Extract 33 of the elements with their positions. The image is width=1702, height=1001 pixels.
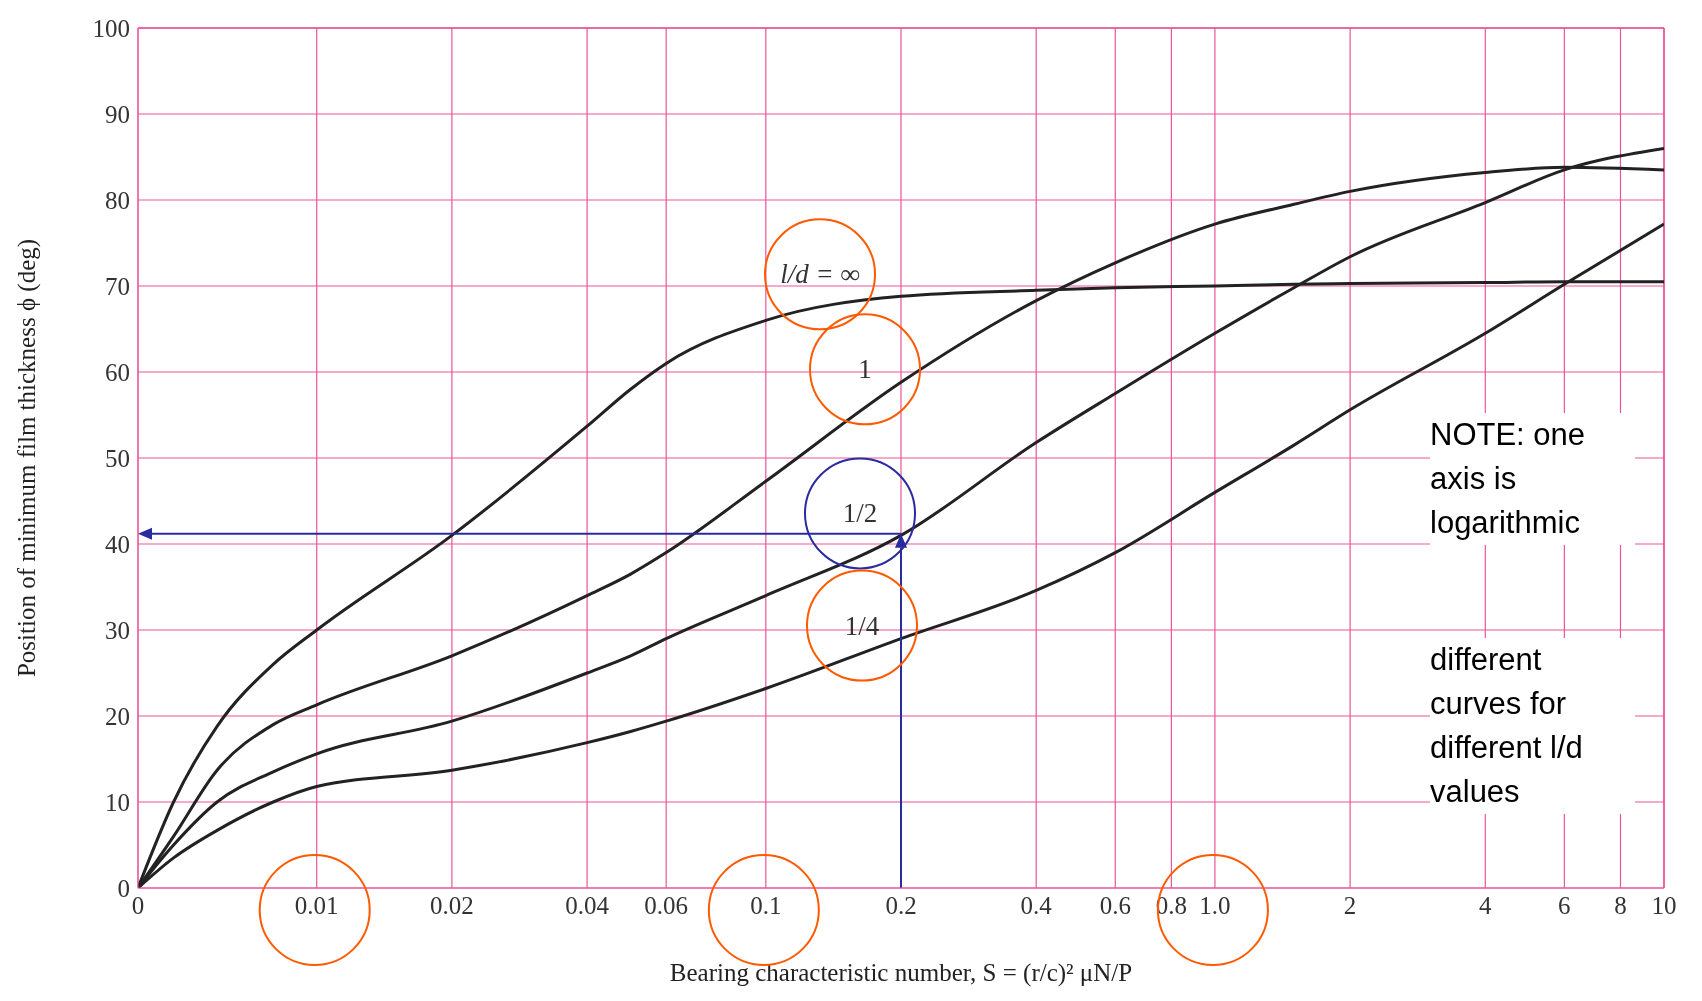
annotation: NOTE: one axis is logarithmic xyxy=(1430,413,1635,545)
y-tick-label: 80 xyxy=(105,186,130,214)
series-label: 1 xyxy=(858,354,872,385)
x-tick-label: 2 xyxy=(1343,891,1357,919)
series-label: 1/4 xyxy=(844,610,880,641)
y-tick-label: 10 xyxy=(105,788,130,816)
y-tick-label: 70 xyxy=(105,272,130,300)
y-tick-label: 50 xyxy=(105,444,130,472)
annotation: different curves for different l/d values xyxy=(1430,638,1635,814)
x-tick-label: 1.0 xyxy=(1199,891,1231,919)
series-label: l/d = ∞ xyxy=(780,259,860,290)
x-tick-label: 0.1 xyxy=(750,891,782,919)
x-tick-label: 0.06 xyxy=(644,891,689,919)
x-tick-label: 0.01 xyxy=(294,891,339,919)
y-tick-label: 100 xyxy=(92,14,130,42)
x-tick-label: 4 xyxy=(1479,891,1493,919)
x-axis-title: Bearing characteristic number, S = (r/c)² μN/P xyxy=(669,959,1133,987)
y-tick-label: 40 xyxy=(105,530,130,558)
series-label: 1/2 xyxy=(842,498,878,529)
y-tick-label: 90 xyxy=(105,100,130,128)
y-axis-title: Position of minimum film thickness ϕ (deg) xyxy=(12,238,41,678)
y-tick-label: 30 xyxy=(105,616,130,644)
x-tick-label: 0.02 xyxy=(430,891,474,919)
x-tick-label: 6 xyxy=(1558,891,1571,919)
y-tick-label: 0 xyxy=(117,874,130,902)
x-tick-label: 0.4 xyxy=(1020,891,1053,919)
x-tick-label: 0.2 xyxy=(885,891,917,919)
x-tick-label: 0.04 xyxy=(565,891,610,919)
x-tick-label: 8 xyxy=(1614,891,1627,919)
x-tick-label: 0.6 xyxy=(1099,891,1131,919)
y-tick-label: 20 xyxy=(105,702,130,730)
y-tick-label: 60 xyxy=(105,358,130,386)
x-tick-label: 10 xyxy=(1651,891,1677,919)
